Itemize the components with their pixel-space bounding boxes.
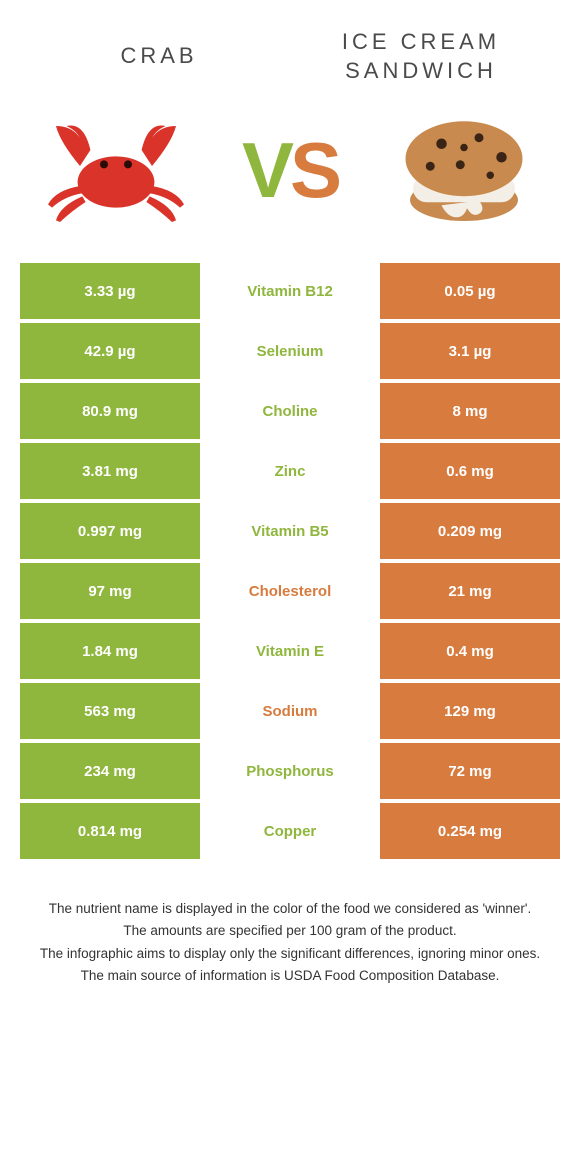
footer-line: The infographic aims to display only the… xyxy=(28,944,552,964)
title-left: CRAB xyxy=(28,42,290,71)
table-row: 0.997 mgVitamin B50.209 mg xyxy=(20,503,560,559)
footer-notes: The nutrient name is displayed in the co… xyxy=(0,863,580,986)
right-value: 0.254 mg xyxy=(380,803,560,859)
vs-v: V xyxy=(242,126,290,214)
left-value: 1.84 mg xyxy=(20,623,200,679)
left-value: 0.997 mg xyxy=(20,503,200,559)
comparison-table: 3.33 µgVitamin B120.05 µg42.9 µgSelenium… xyxy=(20,263,560,859)
table-row: 42.9 µgSelenium3.1 µg xyxy=(20,323,560,379)
right-value: 129 mg xyxy=(380,683,560,739)
vs-label: VS xyxy=(242,131,338,209)
right-value: 21 mg xyxy=(380,563,560,619)
nutrient-label: Copper xyxy=(200,803,380,859)
left-value: 563 mg xyxy=(20,683,200,739)
left-value: 97 mg xyxy=(20,563,200,619)
nutrient-label: Selenium xyxy=(200,323,380,379)
table-row: 3.33 µgVitamin B120.05 µg xyxy=(20,263,560,319)
left-value: 42.9 µg xyxy=(20,323,200,379)
table-row: 234 mgPhosphorus72 mg xyxy=(20,743,560,799)
left-value: 80.9 mg xyxy=(20,383,200,439)
left-value: 0.814 mg xyxy=(20,803,200,859)
crab-image xyxy=(36,105,196,235)
nutrient-label: Cholesterol xyxy=(200,563,380,619)
table-row: 80.9 mgCholine8 mg xyxy=(20,383,560,439)
nutrient-label: Choline xyxy=(200,383,380,439)
left-value: 234 mg xyxy=(20,743,200,799)
hero-row: VS xyxy=(0,95,580,255)
right-value: 0.05 µg xyxy=(380,263,560,319)
right-value: 0.6 mg xyxy=(380,443,560,499)
cookie-sandwich-icon xyxy=(389,105,539,235)
right-value: 0.209 mg xyxy=(380,503,560,559)
vs-s: S xyxy=(290,126,338,214)
nutrient-label: Phosphorus xyxy=(200,743,380,799)
title-right: ICE CREAM SANDWICH xyxy=(290,28,552,85)
table-row: 1.84 mgVitamin E0.4 mg xyxy=(20,623,560,679)
right-value: 72 mg xyxy=(380,743,560,799)
table-row: 3.81 mgZinc0.6 mg xyxy=(20,443,560,499)
table-row: 563 mgSodium129 mg xyxy=(20,683,560,739)
right-value: 3.1 µg xyxy=(380,323,560,379)
nutrient-label: Zinc xyxy=(200,443,380,499)
left-value: 3.33 µg xyxy=(20,263,200,319)
table-row: 0.814 mgCopper0.254 mg xyxy=(20,803,560,859)
table-row: 97 mgCholesterol21 mg xyxy=(20,563,560,619)
footer-line: The main source of information is USDA F… xyxy=(28,966,552,986)
nutrient-label: Sodium xyxy=(200,683,380,739)
nutrient-label: Vitamin B12 xyxy=(200,263,380,319)
ice-cream-sandwich-image xyxy=(384,105,544,235)
footer-line: The amounts are specified per 100 gram o… xyxy=(28,921,552,941)
header: CRAB ICE CREAM SANDWICH xyxy=(0,0,580,95)
left-value: 3.81 mg xyxy=(20,443,200,499)
crab-icon xyxy=(36,110,196,230)
nutrient-label: Vitamin E xyxy=(200,623,380,679)
right-value: 8 mg xyxy=(380,383,560,439)
nutrient-label: Vitamin B5 xyxy=(200,503,380,559)
footer-line: The nutrient name is displayed in the co… xyxy=(28,899,552,919)
right-value: 0.4 mg xyxy=(380,623,560,679)
